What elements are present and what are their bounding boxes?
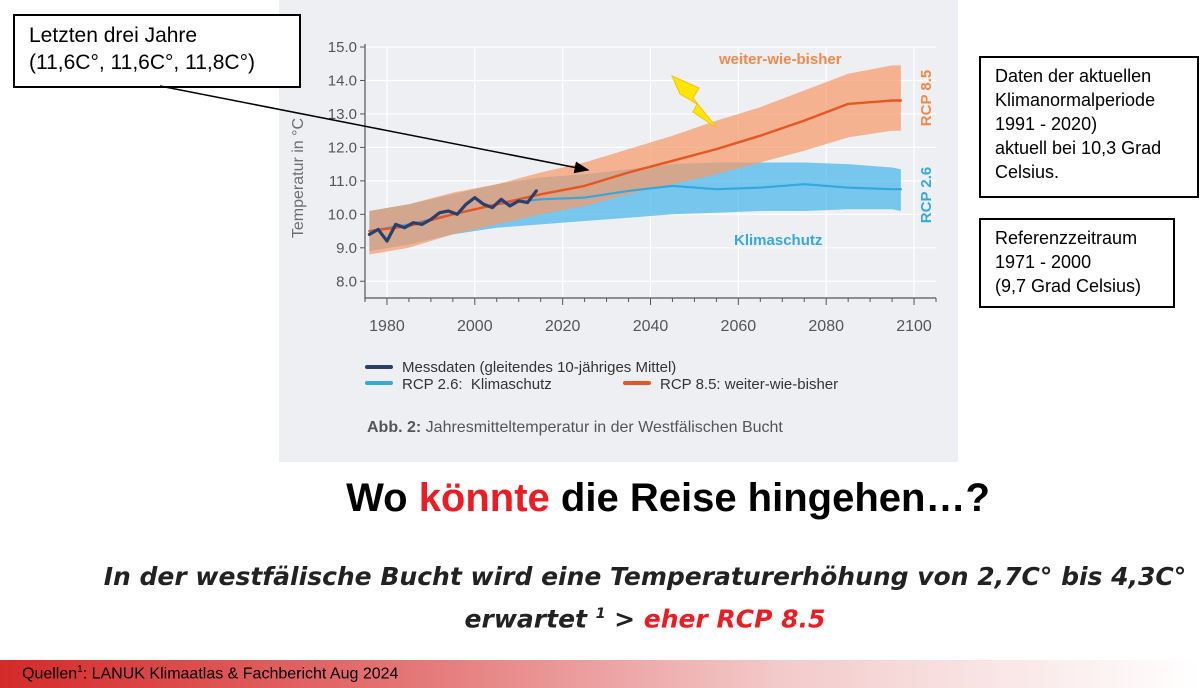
footer-prefix: Quellen (22, 665, 78, 683)
callout-normal-line-3: 1991 - 2020) (995, 114, 1098, 134)
y-tick-label-1: 9.0 (336, 240, 357, 257)
callout-normal-line-2: Klimanormalperiode (995, 90, 1156, 110)
y-tick-label-6: 14.0 (328, 72, 357, 89)
annotation-rcp85: RCP 8.5 (918, 70, 935, 126)
x-tick-label-3: 2040 (633, 318, 669, 335)
annotation-weiter-wie-bisher: weiter-wie-bisher (718, 51, 842, 68)
page-headline: Wo könnte die Reise hingehen…? (0, 472, 1200, 524)
footer-band: Quellen1: LANUK Klimaatlas & Fachbericht… (0, 660, 1200, 688)
callout-reference-line-3: (9,7 Grad Celsius) (995, 276, 1142, 296)
lightning-bolt-icon (671, 75, 718, 129)
callout-normal-line-4: aktuell bei 10,3 Grad (995, 138, 1162, 158)
callout-normal-line-5: Celsius. (995, 162, 1060, 182)
callout-main-line-1: Letzten drei Jahre (29, 24, 198, 47)
headline-part-2: die Reise hingehen…? (549, 476, 990, 520)
callout-reference-line-2: 1971 - 2000 (995, 252, 1092, 272)
chart-panel: 8.0 9.0 10.0 11.0 12.0 13.0 14.0 15.0 1980 2000 20… (279, 0, 958, 462)
callout-last-three-years: Letzten drei Jahre (11,6C°, 11,6C°, 11,8… (13, 14, 301, 88)
y-tick-label-3: 11.0 (329, 173, 357, 190)
y-tick-label-7: 15.0 (328, 39, 357, 56)
x-tick-label-4: 2060 (721, 318, 757, 335)
callout-reference-period: Referenzzeitraum 1971 - 2000 (9,7 Grad C… (979, 218, 1175, 308)
subline-line-1: In der westfälische Bucht wird eine Temp… (103, 562, 1187, 591)
subline-gt: > (605, 604, 644, 634)
footer-sources: Quellen1: LANUK Klimaatlas & Fachbericht… (22, 664, 398, 683)
legend-label-measured: Messdaten (gleitendes 10-jähriges Mittel… (402, 359, 676, 376)
callout-normal-line-1: Daten der aktuellen (995, 66, 1152, 86)
y-tick-label-4: 12.0 (328, 139, 357, 156)
x-tick-label-0: 1980 (369, 318, 405, 335)
y-tick-label-0: 8.0 (336, 273, 357, 290)
x-tick-label-5: 2080 (808, 318, 844, 335)
callout-main-line-2: (11,6C°, 11,6C°, 11,8C°) (29, 51, 255, 74)
band-rcp85 (369, 65, 901, 255)
caption-bold: Abb. 2: (367, 419, 421, 436)
legend-label-rcp26: RCP 2.6: Klimaschutz (402, 376, 552, 393)
series-lines (367, 99, 903, 243)
footer-sup: 1 (77, 664, 83, 675)
x-tick-label-6: 2100 (896, 318, 932, 335)
headline-highlight: könnte (418, 476, 550, 520)
subline-erwartet: erwartet (464, 604, 596, 634)
footer-rest: : LANUK Klimaatlas & Fachbericht Aug 202… (82, 665, 399, 683)
y-tick-label-2: 10.0 (328, 206, 357, 223)
y-axis-label: Temperatur in °C (290, 118, 307, 238)
subline-rcp85: eher RCP 8.5 (643, 604, 826, 634)
legend-label-rcp85: RCP 8.5: weiter-wie-bisher (660, 376, 838, 393)
uncertainty-bands (369, 65, 901, 255)
subline-line-2: erwartet 1 > eher RCP 8.5 (0, 598, 1200, 635)
legend: Messdaten (gleitendes 10-jähriges Mittel… (365, 359, 838, 393)
headline-part-1: Wo (346, 476, 419, 520)
axes: 8.0 9.0 10.0 11.0 12.0 13.0 14.0 15.0 1980 2000 20… (328, 39, 937, 335)
chart-caption: Abb. 2: Jahresmitteltemperatur in der We… (367, 419, 783, 436)
y-tick-label-5: 13.0 (328, 106, 357, 123)
callout-climate-normal: Daten der aktuellen Klimanormalperiode 1… (979, 56, 1199, 198)
annotation-rcp26: RCP 2.6 (918, 167, 935, 223)
x-tick-label-1: 2000 (457, 318, 493, 335)
x-tick-label-2: 2020 (545, 318, 581, 335)
line-measured (367, 189, 538, 243)
temperature-chart: 8.0 9.0 10.0 11.0 12.0 13.0 14.0 15.0 1980 2000 20… (290, 39, 937, 436)
callout-reference-line-1: Referenzzeitraum (995, 228, 1138, 248)
caption-text: Jahresmitteltemperatur in der Westfälisc… (421, 419, 783, 436)
subline-footnote-mark: 1 (595, 606, 606, 622)
annotation-klimaschutz: Klimaschutz (734, 232, 822, 249)
